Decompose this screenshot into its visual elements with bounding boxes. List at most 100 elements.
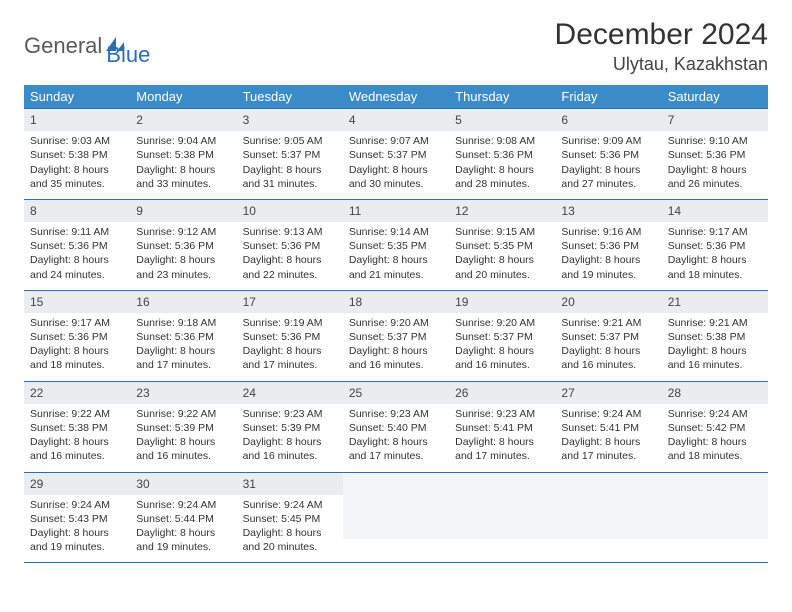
daylight-line: Daylight: 8 hours and 26 minutes.: [668, 163, 762, 191]
weekday-header: Monday: [130, 85, 236, 109]
day-body: Sunrise: 9:17 AMSunset: 5:36 PMDaylight:…: [24, 313, 130, 381]
sunrise-line: Sunrise: 9:24 AM: [136, 498, 230, 512]
sunset-line: Sunset: 5:45 PM: [243, 512, 337, 526]
calendar-cell: 15Sunrise: 9:17 AMSunset: 5:36 PMDayligh…: [24, 290, 130, 381]
sunrise-line: Sunrise: 9:18 AM: [136, 316, 230, 330]
weekday-header-row: Sunday Monday Tuesday Wednesday Thursday…: [24, 85, 768, 109]
day-body: Sunrise: 9:18 AMSunset: 5:36 PMDaylight:…: [130, 313, 236, 381]
calendar-cell: 22Sunrise: 9:22 AMSunset: 5:38 PMDayligh…: [24, 381, 130, 472]
sunrise-line: Sunrise: 9:13 AM: [243, 225, 337, 239]
calendar-cell: 25 Sunrise: 9:23 AMSunset: 5:40 PMDayligh…: [343, 381, 449, 472]
calendar-row: 1 Sunrise: 9:03 AMSunset: 5:38 PM Daylight…: [24, 109, 768, 200]
sunrise-line: Sunrise: 9:24 AM: [668, 407, 762, 421]
day-body: Sunrise: 9:16 AMSunset: 5:36 PMDaylight:…: [555, 222, 661, 290]
location-label: Ulytau, Kazakhstan: [555, 54, 768, 75]
daylight-line: Daylight: 8 hours and 18 minutes.: [668, 253, 762, 281]
calendar-cell: 21Sunrise: 9:21 AMSunset: 5:38 PMDayligh…: [662, 290, 768, 381]
day-body: Sunrise: 9:24 AMSunset: 5:41 PMDaylight:…: [555, 404, 661, 472]
sunset-line: Sunset: 5:40 PM: [349, 421, 443, 435]
calendar-cell: 6Sunrise: 9:09 AMSunset: 5:36 PMDaylight…: [555, 109, 661, 200]
calendar-cell: 9Sunrise: 9:12 AMSunset: 5:36 PMDaylight…: [130, 199, 236, 290]
day-body: Sunrise: 9:17 AMSunset: 5:36 PMDaylight:…: [662, 222, 768, 290]
daylight-line: Daylight: 8 hours and 19 minutes.: [30, 526, 124, 554]
sunrise-line: Sunrise: 9:21 AM: [668, 316, 762, 330]
daylight-line: Daylight: 8 hours and 16 minutes.: [561, 344, 655, 372]
day-number: 28: [662, 382, 768, 404]
calendar-cell: 23Sunrise: 9:22 AMSunset: 5:39 PMDayligh…: [130, 381, 236, 472]
day-number: 6: [555, 109, 661, 131]
sunset-line: Sunset: 5:37 PM: [243, 148, 337, 162]
day-body: Sunrise: 9:23 AMSunset: 5:41 PMDaylight:…: [449, 404, 555, 472]
sunrise-line: Sunrise: 9:15 AM: [455, 225, 549, 239]
sunrise-line: Sunrise: 9:22 AM: [30, 407, 124, 421]
calendar-body: 1Sunrise: 9:03 AMSunset: 5:38 PMDaylight…: [24, 109, 768, 563]
weekday-header: Thursday: [449, 85, 555, 109]
day-body: Sunrise: 9:09 AMSunset: 5:36 PMDaylight:…: [555, 131, 661, 199]
sunset-line: Sunset: 5:41 PM: [455, 421, 549, 435]
sunset-line: Sunset: 5:35 PM: [349, 239, 443, 253]
calendar-row: 29Sunrise: 9:24 AMSunset: 5:43 PMDayligh…: [24, 472, 768, 563]
sunrise-line: Sunrise: 9:17 AM: [30, 316, 124, 330]
brand-logo: General Blue: [24, 24, 150, 68]
weekday-header: Sunday: [24, 85, 130, 109]
daylight-line: Daylight: 8 hours and 16 minutes.: [349, 344, 443, 372]
calendar-cell: 7Sunrise: 9:10 AMSunset: 5:36 PMDaylight…: [662, 109, 768, 200]
sunrise-line: Sunrise: 9:14 AM: [349, 225, 443, 239]
sunset-line: Sunset: 5:36 PM: [455, 148, 549, 162]
day-number: 14: [662, 200, 768, 222]
sunrise-line: Sunrise: 9:19 AM: [243, 316, 337, 330]
day-number: 1: [24, 109, 130, 131]
sunrise-line: Sunrise: 9:20 AM: [455, 316, 549, 330]
day-body: Sunrise: 9:24 AMSunset: 5:45 PMDaylight:…: [237, 495, 343, 563]
day-number: 31: [237, 473, 343, 495]
daylight-line: Daylight: 8 hours and 31 minutes.: [243, 163, 337, 191]
sunset-line: Sunset: 5:36 PM: [136, 239, 230, 253]
weekday-header: Wednesday: [343, 85, 449, 109]
day-body: Sunrise: 9:24 AMSunset: 5:44 PMDaylight:…: [130, 495, 236, 563]
calendar-cell: [343, 472, 449, 563]
day-number: 11: [343, 200, 449, 222]
sunset-line: Sunset: 5:42 PM: [668, 421, 762, 435]
calendar-cell: [662, 472, 768, 563]
daylight-line: Daylight: 8 hours and 16 minutes.: [136, 435, 230, 463]
sunrise-line: Sunrise: 9:24 AM: [30, 498, 124, 512]
sunset-line: Sunset: 5:37 PM: [349, 330, 443, 344]
calendar-cell: 13Sunrise: 9:16 AMSunset: 5:36 PMDayligh…: [555, 199, 661, 290]
day-number: 18: [343, 291, 449, 313]
day-number: 9: [130, 200, 236, 222]
sunrise-line: Sunrise: 9:23 AM: [349, 407, 443, 421]
day-number: 15: [24, 291, 130, 313]
day-number: 16: [130, 291, 236, 313]
sunset-line: Sunset: 5:36 PM: [561, 239, 655, 253]
calendar-cell: 30Sunrise: 9:24 AMSunset: 5:44 PMDayligh…: [130, 472, 236, 563]
calendar-cell: 27Sunrise: 9:24 AMSunset: 5:41 PMDayligh…: [555, 381, 661, 472]
sunset-line: Sunset: 5:36 PM: [561, 148, 655, 162]
day-number: 5: [449, 109, 555, 131]
day-body: Sunrise: 9:07 AMSunset: 5:37 PMDaylight:…: [343, 131, 449, 199]
sunset-line: Sunset: 5:36 PM: [136, 330, 230, 344]
sunrise-line: Sunrise: 9:10 AM: [668, 134, 762, 148]
sunset-line: Sunset: 5:39 PM: [243, 421, 337, 435]
calendar-table: Sunday Monday Tuesday Wednesday Thursday…: [24, 85, 768, 563]
day-number: 12: [449, 200, 555, 222]
day-number: 21: [662, 291, 768, 313]
sunrise-line: Sunrise: 9:11 AM: [30, 225, 124, 239]
day-body: Sunrise: 9:24 AMSunset: 5:43 PMDaylight:…: [24, 495, 130, 563]
daylight-line: Daylight: 8 hours and 17 minutes.: [349, 435, 443, 463]
day-number: 25: [343, 382, 449, 404]
day-body: Sunrise: 9:21 AMSunset: 5:37 PMDaylight:…: [555, 313, 661, 381]
brand-part2: Blue: [106, 42, 150, 67]
day-number: 17: [237, 291, 343, 313]
sunset-line: Sunset: 5:38 PM: [30, 148, 124, 162]
sunset-line: Sunset: 5:38 PM: [668, 330, 762, 344]
day-number: 19: [449, 291, 555, 313]
daylight-line: Daylight: 8 hours and 16 minutes.: [30, 435, 124, 463]
sunrise-line: Sunrise: 9:07 AM: [349, 134, 443, 148]
calendar-cell: 10Sunrise: 9:13 AMSunset: 5:36 PMDayligh…: [237, 199, 343, 290]
empty-daybody: [343, 487, 449, 539]
sunset-line: Sunset: 5:37 PM: [349, 148, 443, 162]
sunrise-line: Sunrise: 9:03 AM: [30, 134, 124, 148]
sunset-line: Sunset: 5:36 PM: [668, 148, 762, 162]
day-body: Sunrise: 9:11 AMSunset: 5:36 PMDaylight:…: [24, 222, 130, 290]
day-number: 23: [130, 382, 236, 404]
